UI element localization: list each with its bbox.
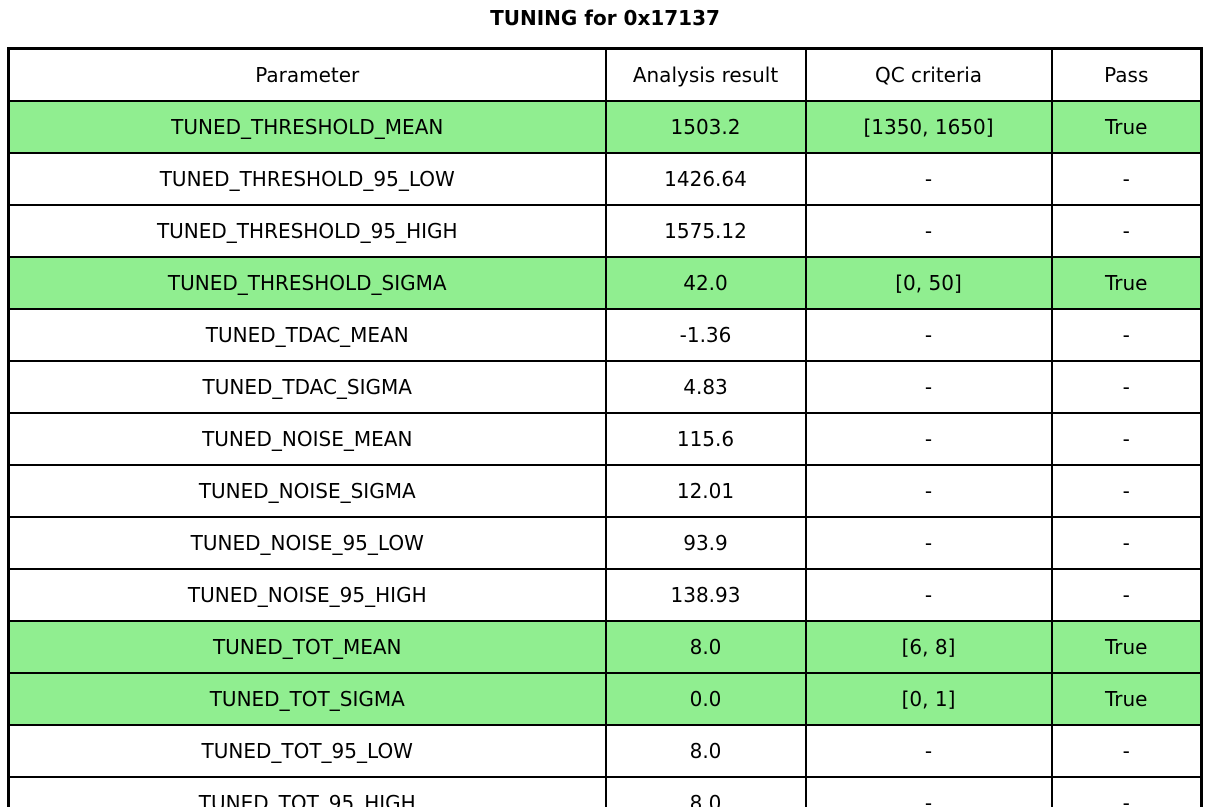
cell-analysis-result: 8.0	[604, 724, 807, 778]
cell-qc-criteria: -	[804, 516, 1053, 570]
cell-analysis-result: 8.0	[604, 620, 807, 674]
cell-parameter: TUNED_THRESHOLD_SIGMA	[7, 256, 607, 310]
cell-parameter: TUNED_TOT_MEAN	[7, 620, 607, 674]
cell-parameter: TUNED_TOT_95_HIGH	[7, 776, 607, 807]
header-row: Parameter Analysis result QC criteria Pa…	[7, 47, 1203, 102]
cell-pass: -	[1050, 464, 1203, 518]
report-title: TUNING for 0x17137	[490, 6, 720, 30]
cell-qc-criteria: -	[804, 360, 1053, 414]
column-header-qc-criteria: QC criteria	[804, 47, 1053, 102]
table-row: TUNED_NOISE_95_LOW 93.9 - -	[7, 516, 1203, 570]
table-row: TUNED_TOT_95_LOW 8.0 - -	[7, 724, 1203, 778]
cell-analysis-result: 0.0	[604, 672, 807, 726]
cell-parameter: TUNED_THRESHOLD_95_LOW	[7, 152, 607, 206]
cell-parameter: TUNED_TOT_SIGMA	[7, 672, 607, 726]
cell-qc-criteria: -	[804, 308, 1053, 362]
cell-pass: True	[1050, 100, 1203, 154]
cell-pass: True	[1050, 256, 1203, 310]
cell-pass: True	[1050, 620, 1203, 674]
cell-parameter: TUNED_NOISE_SIGMA	[7, 464, 607, 518]
cell-qc-criteria: -	[804, 204, 1053, 258]
cell-pass: -	[1050, 724, 1203, 778]
cell-analysis-result: 12.01	[604, 464, 807, 518]
cell-pass: -	[1050, 204, 1203, 258]
cell-parameter: TUNED_TDAC_MEAN	[7, 308, 607, 362]
cell-analysis-result: 115.6	[604, 412, 807, 466]
cell-qc-criteria: -	[804, 152, 1053, 206]
table-row: TUNED_THRESHOLD_95_LOW 1426.64 - -	[7, 152, 1203, 206]
cell-analysis-result: 138.93	[604, 568, 807, 622]
table-row: TUNED_TOT_MEAN 8.0 [6, 8] True	[7, 620, 1203, 674]
cell-parameter: TUNED_THRESHOLD_95_HIGH	[7, 204, 607, 258]
cell-pass: -	[1050, 308, 1203, 362]
column-header-analysis-result: Analysis result	[604, 47, 807, 102]
cell-pass: -	[1050, 568, 1203, 622]
table-row: TUNED_TDAC_MEAN -1.36 - -	[7, 308, 1203, 362]
cell-pass: -	[1050, 516, 1203, 570]
cell-qc-criteria: -	[804, 464, 1053, 518]
table-row: TUNED_THRESHOLD_95_HIGH 1575.12 - -	[7, 204, 1203, 258]
cell-parameter: TUNED_NOISE_95_LOW	[7, 516, 607, 570]
cell-qc-criteria: [6, 8]	[804, 620, 1053, 674]
cell-parameter: TUNED_TOT_95_LOW	[7, 724, 607, 778]
cell-analysis-result: -1.36	[604, 308, 807, 362]
table-row: TUNED_THRESHOLD_SIGMA 42.0 [0, 50] True	[7, 256, 1203, 310]
cell-analysis-result: 1503.2	[604, 100, 807, 154]
cell-qc-criteria: -	[804, 776, 1053, 807]
cell-qc-criteria: [1350, 1650]	[804, 100, 1053, 154]
cell-qc-criteria: -	[804, 412, 1053, 466]
table-row: TUNED_TOT_95_HIGH 8.0 - -	[7, 776, 1203, 807]
cell-parameter: TUNED_TDAC_SIGMA	[7, 360, 607, 414]
table-row: TUNED_TOT_SIGMA 0.0 [0, 1] True	[7, 672, 1203, 726]
cell-parameter: TUNED_THRESHOLD_MEAN	[7, 100, 607, 154]
table-header: Parameter Analysis result QC criteria Pa…	[7, 47, 1203, 102]
cell-pass: -	[1050, 412, 1203, 466]
column-header-pass: Pass	[1050, 47, 1203, 102]
cell-analysis-result: 4.83	[604, 360, 807, 414]
cell-qc-criteria: [0, 50]	[804, 256, 1053, 310]
column-header-parameter: Parameter	[7, 47, 607, 102]
table-row: TUNED_NOISE_MEAN 115.6 - -	[7, 412, 1203, 466]
table-row: TUNED_TDAC_SIGMA 4.83 - -	[7, 360, 1203, 414]
cell-pass: -	[1050, 776, 1203, 807]
table-row: TUNED_NOISE_95_HIGH 138.93 - -	[7, 568, 1203, 622]
cell-analysis-result: 93.9	[604, 516, 807, 570]
table-body: TUNED_THRESHOLD_MEAN 1503.2 [1350, 1650]…	[7, 100, 1203, 807]
cell-qc-criteria: -	[804, 724, 1053, 778]
cell-parameter: TUNED_NOISE_95_HIGH	[7, 568, 607, 622]
cell-analysis-result: 1426.64	[604, 152, 807, 206]
cell-analysis-result: 42.0	[604, 256, 807, 310]
cell-pass: True	[1050, 672, 1203, 726]
cell-pass: -	[1050, 152, 1203, 206]
table-row: TUNED_THRESHOLD_MEAN 1503.2 [1350, 1650]…	[7, 100, 1203, 154]
cell-parameter: TUNED_NOISE_MEAN	[7, 412, 607, 466]
cell-pass: -	[1050, 360, 1203, 414]
cell-analysis-result: 8.0	[604, 776, 807, 807]
cell-qc-criteria: [0, 1]	[804, 672, 1053, 726]
table-row: TUNED_NOISE_SIGMA 12.01 - -	[7, 464, 1203, 518]
cell-qc-criteria: -	[804, 568, 1053, 622]
cell-analysis-result: 1575.12	[604, 204, 807, 258]
qc-table: Parameter Analysis result QC criteria Pa…	[7, 47, 1203, 807]
